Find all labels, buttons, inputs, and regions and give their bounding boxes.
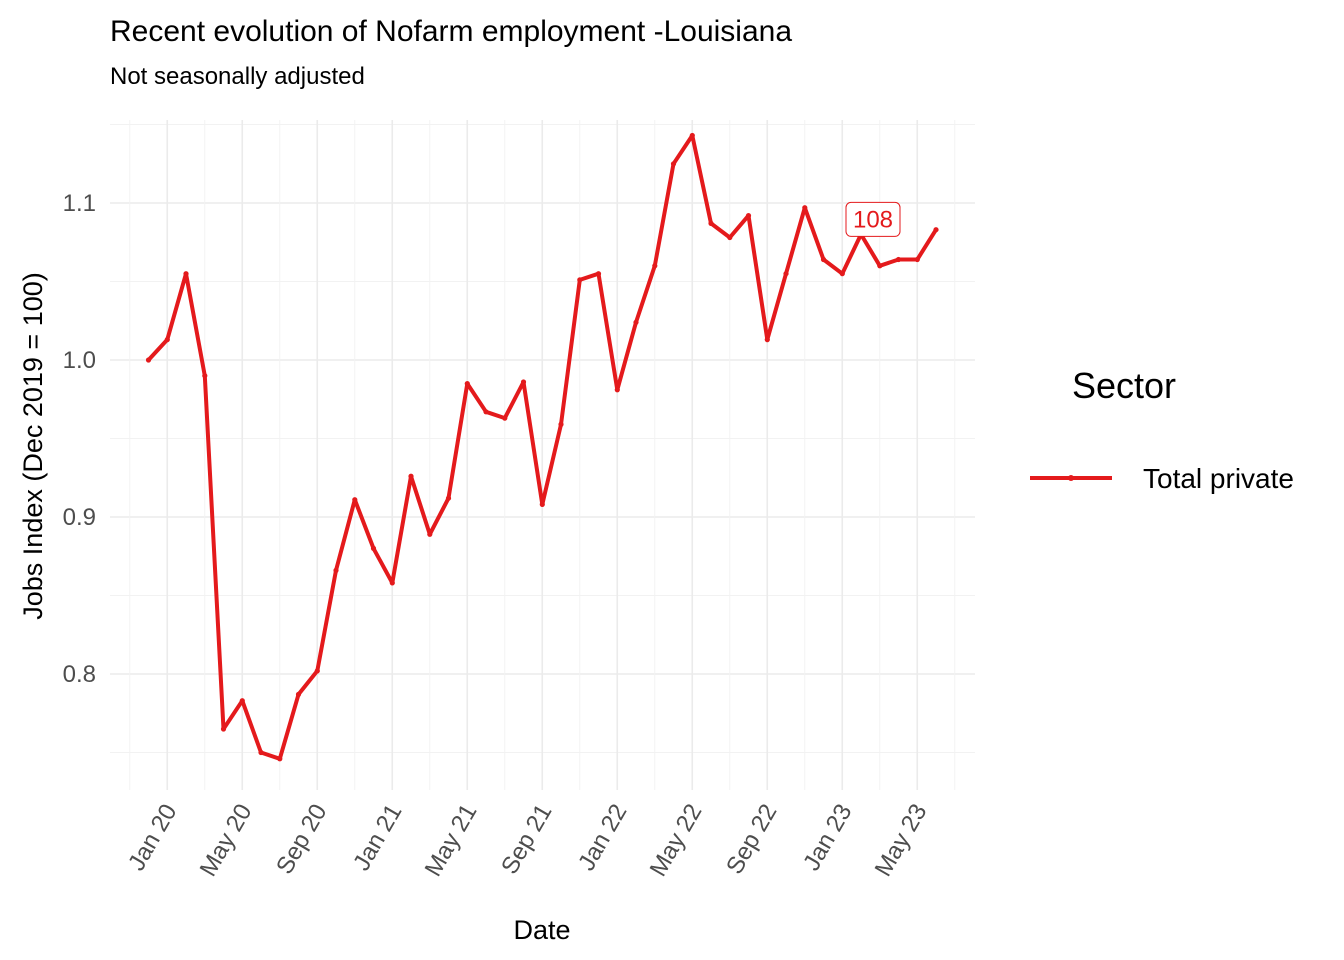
y-tick-label: 1.0 — [63, 347, 96, 374]
data-point — [314, 668, 320, 674]
data-point — [164, 337, 170, 343]
data-point — [558, 421, 564, 427]
data-point — [839, 271, 845, 277]
data-point — [933, 227, 939, 233]
data-point — [802, 205, 808, 211]
data-point — [727, 234, 733, 241]
x-tick-label: May 23 — [870, 800, 933, 882]
data-point — [877, 263, 883, 269]
data-point — [464, 381, 470, 387]
data-point — [745, 213, 752, 219]
x-tick-label: Sep 22 — [721, 800, 782, 879]
x-tick-label: Jan 22 — [573, 800, 632, 876]
data-point — [577, 277, 583, 283]
annotation-label: 108 — [853, 206, 893, 233]
data-point — [389, 580, 395, 586]
data-point — [539, 501, 545, 507]
x-axis-ticks: Jan 20 May 20 Sep 20 Jan 21 May 21 Sep 21 Jan … — [123, 800, 932, 882]
data-point — [670, 161, 677, 167]
x-axis-title: Date — [513, 915, 570, 945]
data-point — [895, 256, 902, 263]
annotations: 108 — [845, 201, 901, 237]
data-point — [520, 379, 527, 385]
data-point — [764, 337, 770, 343]
data-point — [145, 357, 152, 363]
data-point — [614, 387, 620, 393]
data-point — [595, 271, 602, 277]
x-tick-label: Sep 20 — [271, 800, 332, 879]
legend-title: Sector — [1072, 365, 1176, 406]
y-axis-ticks: 0.8 0.9 1.0 1.1 — [63, 190, 96, 688]
legend-label-total-private: Total private — [1143, 463, 1294, 494]
legend-key-point — [1068, 475, 1074, 481]
data-point — [689, 132, 695, 139]
data-point — [333, 567, 339, 574]
data-point — [352, 497, 358, 503]
data-point — [708, 220, 714, 226]
data-point — [633, 319, 639, 325]
data-point — [408, 473, 414, 479]
x-tick-label: May 21 — [420, 800, 483, 882]
chart-subtitle: Not seasonally adjusted — [110, 63, 365, 90]
data-point — [202, 373, 208, 379]
data-point — [239, 698, 245, 704]
data-point — [914, 256, 920, 263]
x-tick-label: May 20 — [195, 800, 258, 882]
data-point — [652, 263, 658, 269]
y-tick-label: 1.1 — [63, 190, 96, 217]
x-tick-label: Jan 20 — [123, 800, 182, 876]
data-point — [258, 749, 264, 756]
annotation-box — [845, 201, 901, 237]
data-point — [483, 409, 489, 415]
data-point — [370, 545, 377, 552]
x-tick-label: Jan 23 — [798, 800, 857, 876]
data-point — [220, 726, 227, 732]
data-point — [445, 495, 452, 501]
y-tick-label: 0.9 — [63, 504, 96, 531]
x-tick-label: May 22 — [645, 800, 708, 882]
chart-title: Recent evolution of Nofarm employment -L… — [110, 15, 792, 48]
x-tick-label: Jan 21 — [348, 800, 407, 876]
data-point — [277, 756, 283, 762]
grid — [110, 120, 975, 790]
legend: Sector Total private — [1030, 365, 1294, 494]
data-point — [502, 415, 508, 421]
data-point — [783, 271, 789, 277]
series-total-private — [145, 132, 939, 762]
data-point — [295, 691, 302, 698]
y-axis-title: Jobs Index (Dec 2019 = 100) — [18, 272, 48, 619]
y-tick-label: 0.8 — [63, 661, 96, 688]
data-point — [183, 271, 189, 277]
x-tick-label: Sep 21 — [496, 800, 557, 879]
data-point — [427, 531, 433, 537]
data-point — [820, 256, 827, 263]
